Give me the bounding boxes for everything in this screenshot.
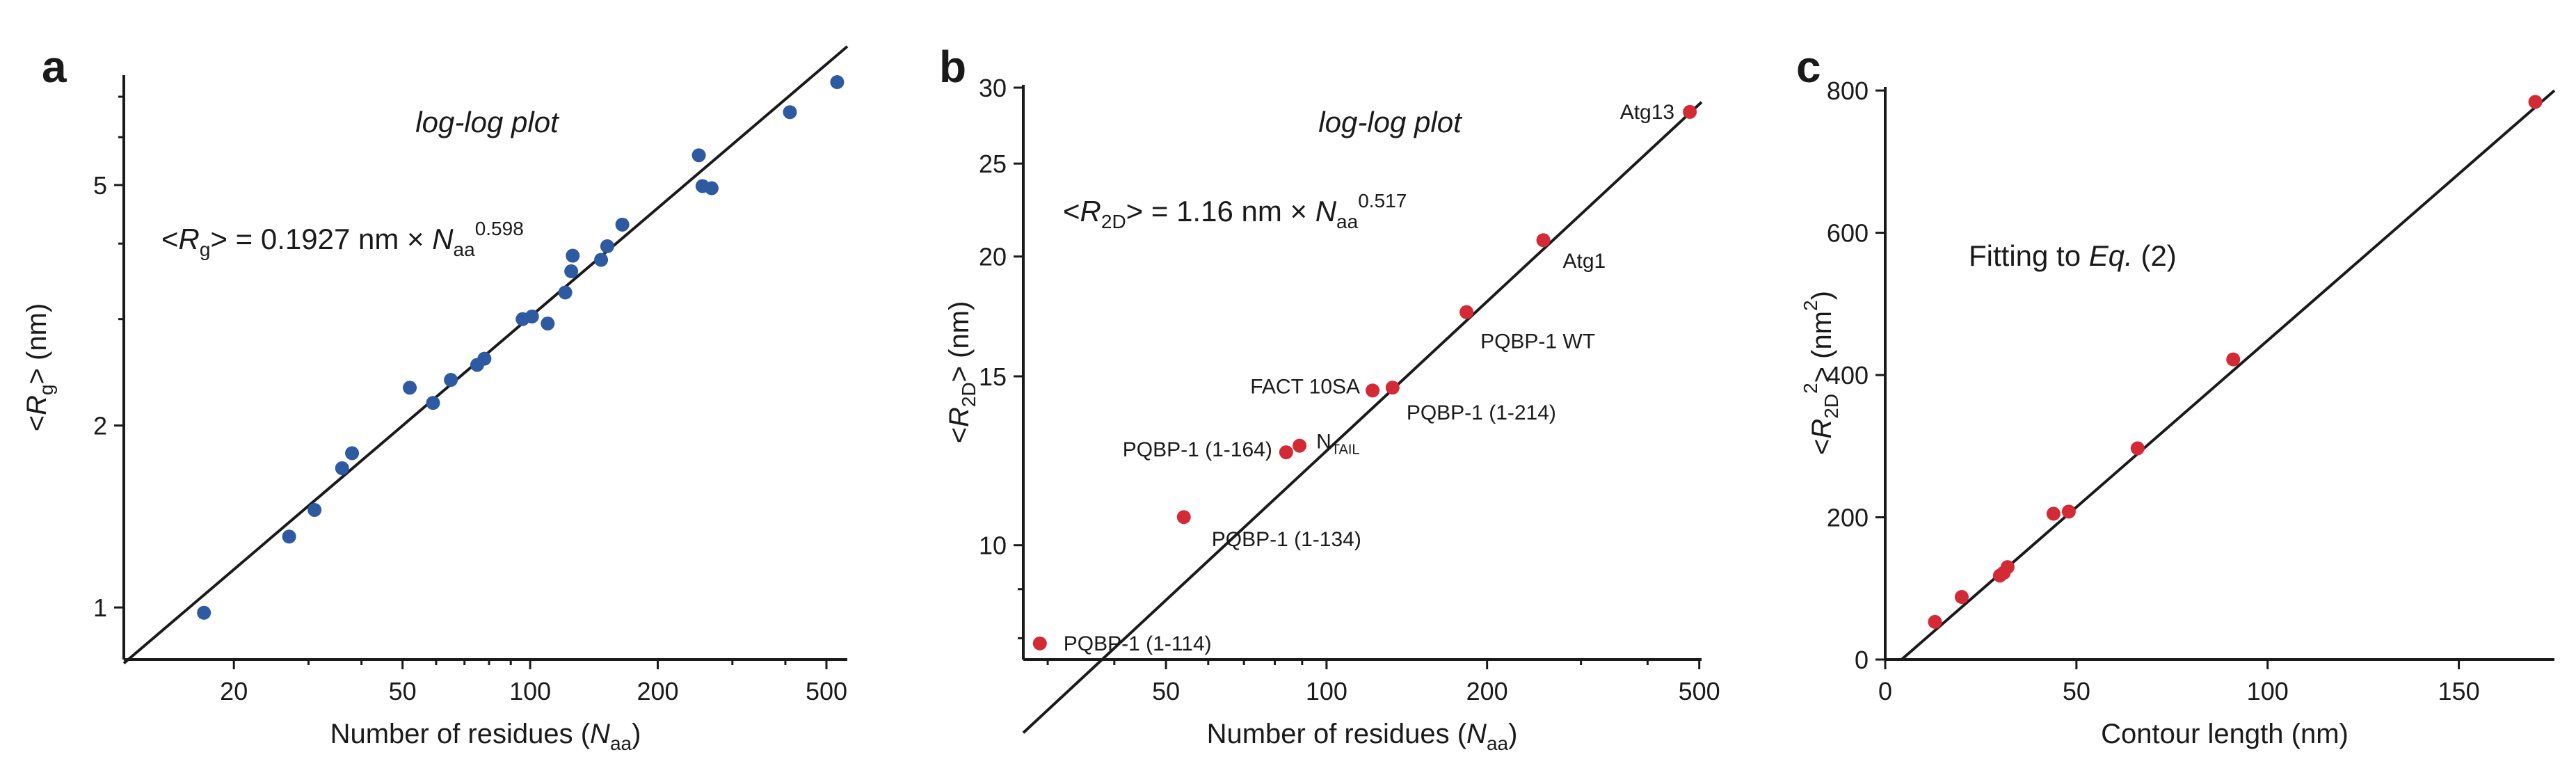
x-tick-label: 500 xyxy=(806,677,847,705)
data-point-label: Atg1 xyxy=(1563,250,1606,273)
data-point xyxy=(691,148,706,163)
data-point-label: PQBP-1 (1-164) xyxy=(1123,438,1272,461)
x-tick-label: 50 xyxy=(389,677,417,705)
panel-a: a 20 50 100 200 500 1 2 5 log-log plot <Rg> = 0.19… xyxy=(22,42,849,754)
x-tick-label: 100 xyxy=(509,677,551,705)
data-point xyxy=(2061,504,2076,519)
y-tick-label: 10 xyxy=(979,532,1007,560)
data-point xyxy=(558,285,573,300)
data-point xyxy=(525,309,539,324)
data-point xyxy=(2226,352,2241,367)
data-point xyxy=(1385,381,1400,395)
data-point xyxy=(426,396,440,410)
data-point xyxy=(2130,441,2145,456)
data-point xyxy=(1928,614,1942,629)
data-point-label: PQBP-1 (1-214) xyxy=(1407,401,1556,424)
data-point-label: PQBP-1 (1-134) xyxy=(1212,528,1361,551)
x-axis-label: Number of residues (Naa) xyxy=(1207,719,1518,754)
data-point xyxy=(345,446,360,461)
y-tick-label: 1 xyxy=(93,593,107,622)
panel-c: c 0 50 100 150 0 200 400 600 800 Fitting to Eq. (2… xyxy=(1796,42,2556,749)
data-point xyxy=(830,75,845,90)
data-point xyxy=(600,239,614,253)
x-axis-label: Contour length (nm) xyxy=(2101,719,2349,749)
x-tick-label: 500 xyxy=(1679,677,1720,705)
fit-line xyxy=(1022,101,1703,734)
y-tick-label: 25 xyxy=(979,150,1007,178)
data-point xyxy=(1536,233,1551,248)
y-tick-label: 200 xyxy=(1827,504,1869,532)
y-tick-label: 800 xyxy=(1827,77,1869,105)
data-point xyxy=(1032,636,1047,651)
data-point-label: PQBP-1 (1-114) xyxy=(1064,632,1212,655)
x-tick-label: 200 xyxy=(1466,677,1508,705)
y-axis-label: <R2D> (nm) xyxy=(944,301,979,444)
x-tick-label: 100 xyxy=(1306,677,1347,705)
data-point xyxy=(403,381,417,395)
x-tick-label: 20 xyxy=(220,677,248,705)
fit-annotation: Fitting to Eq. (2) xyxy=(1969,239,2177,272)
x-tick-label: 50 xyxy=(2063,677,2090,705)
y-tick-label: 600 xyxy=(1827,219,1869,248)
data-point xyxy=(2000,560,2015,575)
annotation-title: log-log plot xyxy=(415,106,560,138)
data-point xyxy=(566,248,580,263)
data-point xyxy=(704,181,719,196)
data-point-label: Atg13 xyxy=(1620,101,1674,124)
data-point xyxy=(1366,383,1380,398)
panel-letter: a xyxy=(42,42,67,92)
data-point xyxy=(197,605,211,620)
y-axis-label: <R2D2> (nm2) xyxy=(1800,291,1842,455)
data-point xyxy=(1459,305,1474,319)
y-tick-label: 400 xyxy=(1827,361,1869,390)
y-axis-label: <Rg> (nm) xyxy=(22,303,57,432)
panel-letter: b xyxy=(939,42,966,92)
panel-b: b 50 100 200 500 10 15 20 25 30 PQBP-1 (1-114) PQBP… xyxy=(939,42,1720,754)
data-point xyxy=(541,317,555,331)
data-point xyxy=(307,502,322,517)
x-tick-label: 50 xyxy=(1152,677,1180,705)
panel-letter: c xyxy=(1796,42,1821,92)
data-point xyxy=(282,529,296,544)
data-point xyxy=(1176,510,1191,525)
data-point xyxy=(444,373,458,388)
data-point xyxy=(1279,445,1293,460)
y-tick-label: 0 xyxy=(1855,646,1869,674)
x-tick-label: 150 xyxy=(2438,677,2480,705)
y-tick-label: 30 xyxy=(979,74,1007,102)
data-point-label: FACT 10SA xyxy=(1250,375,1360,398)
data-point-label: PQBP-1 WT xyxy=(1480,330,1595,353)
y-tick-label: 15 xyxy=(979,362,1007,391)
y-tick-label: 2 xyxy=(93,412,107,440)
y-tick-label: 20 xyxy=(979,243,1007,271)
y-tick-label: 5 xyxy=(93,171,107,200)
data-point xyxy=(1954,590,1969,605)
data-point xyxy=(2528,95,2543,109)
data-point xyxy=(783,105,797,120)
data-point-label: NTAIL xyxy=(1316,431,1359,458)
fit-equation: <Rg> = 0.1927 nm × Naa0.598 xyxy=(161,218,524,260)
data-point xyxy=(335,461,349,475)
data-point xyxy=(1293,438,1307,453)
data-point xyxy=(564,264,579,278)
x-tick-label: 0 xyxy=(1878,677,1892,705)
data-point xyxy=(1683,104,1697,119)
data-point xyxy=(594,253,609,267)
data-point xyxy=(2046,506,2061,521)
x-axis-label: Number of residues (Naa) xyxy=(330,719,641,754)
fit-equation: <R2D> = 1.16 nm × Naa0.517 xyxy=(1063,190,1407,232)
data-point xyxy=(477,351,492,366)
annotation-title: log-log plot xyxy=(1318,106,1463,138)
x-tick-label: 100 xyxy=(2247,677,2289,705)
x-tick-label: 200 xyxy=(637,677,678,705)
data-point xyxy=(615,217,630,232)
